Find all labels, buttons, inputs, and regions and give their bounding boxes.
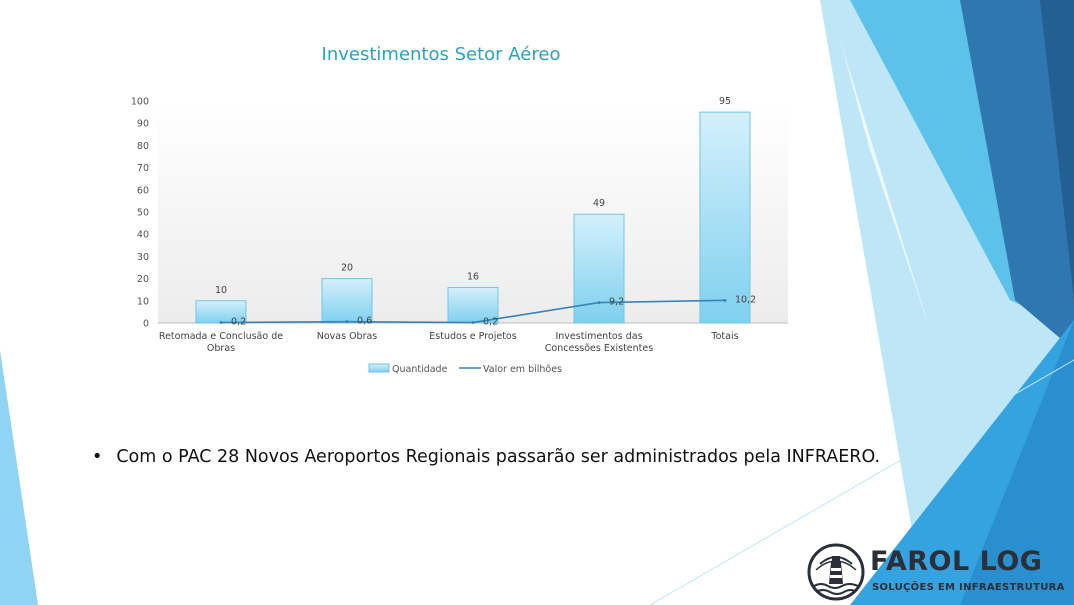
bullet-marker: • bbox=[92, 447, 103, 467]
y-tick-label: 0 bbox=[143, 319, 149, 330]
y-tick-label: 30 bbox=[137, 252, 149, 263]
left-accent-shape bbox=[0, 350, 38, 605]
line-point bbox=[723, 298, 727, 302]
y-tick-label: 90 bbox=[137, 119, 149, 130]
bar bbox=[321, 278, 373, 324]
line-point bbox=[345, 320, 349, 324]
y-tick-label: 50 bbox=[137, 208, 149, 219]
right-dark-shape bbox=[960, 0, 1074, 350]
y-tick-label: 80 bbox=[137, 141, 149, 152]
x-category-label: Estudos e Projetos bbox=[429, 331, 516, 342]
bullet-item: • Com o PAC 28 Novos Aeroportos Regionais… bbox=[92, 447, 880, 467]
x-category-label: Retomada e Conclusão de bbox=[159, 331, 283, 342]
y-tick-label: 20 bbox=[137, 274, 149, 285]
bar-data-label: 20 bbox=[341, 263, 353, 274]
x-category-label: Totais bbox=[710, 331, 738, 342]
x-category-label: Novas Obras bbox=[317, 331, 378, 342]
plot-area bbox=[158, 101, 788, 323]
y-tick-label: 70 bbox=[137, 163, 149, 174]
logo-name: FAROL LOG bbox=[870, 546, 1043, 577]
lighthouse-icon bbox=[807, 543, 865, 601]
right-bottom-dark-shape bbox=[960, 320, 1074, 605]
y-tick-label: 40 bbox=[137, 230, 149, 241]
x-category-label: Obras bbox=[207, 343, 235, 354]
decor-line bbox=[649, 359, 1074, 605]
x-category-label: Investimentos das bbox=[555, 331, 642, 342]
legend-bar-swatch bbox=[368, 363, 390, 373]
y-tick-label: 100 bbox=[131, 97, 149, 108]
legend-label: Valor em bilhões bbox=[483, 364, 562, 375]
bar-data-label: 16 bbox=[467, 271, 479, 282]
bar-data-label: 49 bbox=[593, 198, 605, 209]
line-data-label: 0,2 bbox=[483, 317, 498, 328]
x-category-label: Concessões Existentes bbox=[545, 343, 653, 354]
line-data-label: 0,2 bbox=[231, 317, 246, 328]
farol-log-logo: FAROL LOG SOLUÇÕES EM INFRAESTRUTURA bbox=[806, 542, 1068, 604]
bar bbox=[447, 286, 499, 324]
line-data-label: 0,6 bbox=[357, 316, 372, 327]
bar-data-label: 95 bbox=[719, 96, 731, 107]
line-point bbox=[597, 301, 601, 305]
y-tick-label: 10 bbox=[137, 296, 149, 307]
line-point bbox=[471, 321, 475, 325]
chart: 0 10 20 30 40 50 60 70 80 90 100 10 20 16 49 95 0,2 0,6… bbox=[131, 96, 788, 375]
line-data-label: 9,2 bbox=[609, 297, 624, 308]
line-point bbox=[219, 321, 223, 325]
y-tick-label: 60 bbox=[137, 185, 149, 196]
legend-label: Quantidade bbox=[392, 364, 448, 375]
bullet-text: Com o PAC 28 Novos Aeroportos Regionais … bbox=[116, 447, 881, 467]
bar-data-label: 10 bbox=[215, 285, 227, 296]
logo-tagline: SOLUÇÕES EM INFRAESTRUTURA bbox=[872, 582, 1065, 593]
right-deep-shape bbox=[1040, 0, 1074, 300]
right-white-wedge bbox=[840, 40, 930, 330]
bar bbox=[699, 111, 751, 324]
chart-title: Investimentos Setor Aéreo bbox=[321, 44, 561, 65]
line-data-label: 10,2 bbox=[735, 294, 756, 305]
